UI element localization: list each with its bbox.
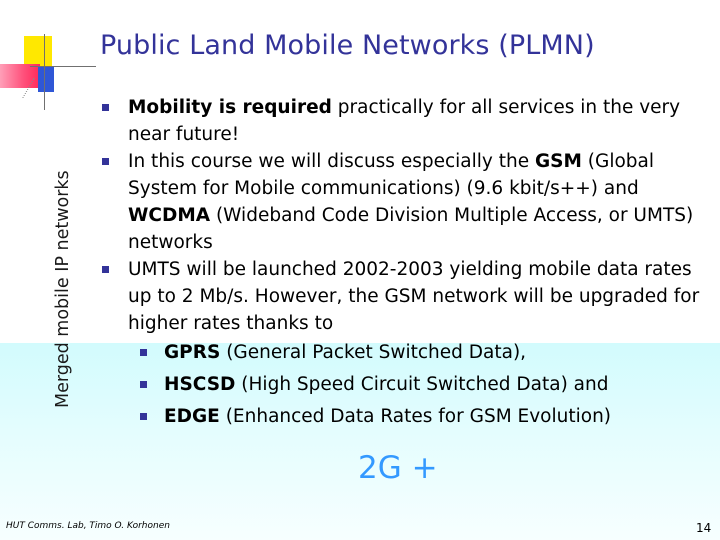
bullet-course-text-2: (Global System for Mobile communications…: [128, 151, 655, 199]
bullet-course-text-3: (Wideband Code Division Multiple Access,…: [128, 205, 694, 253]
bullet-mobility: Mobility is required practically for all…: [100, 94, 700, 148]
square-bullet-icon: [102, 104, 109, 111]
square-bullet-icon: [140, 413, 147, 420]
square-bullet-icon: [140, 349, 147, 356]
sub-bullet-hscsd-text: (High Speed Circuit Switched Data) and: [235, 374, 609, 395]
square-bullet-icon: [102, 266, 109, 273]
bullet-course-wcdma: WCDMA: [128, 205, 211, 226]
footer-credit: HUT Comms. Lab, Timo O. Korhonen: [6, 521, 170, 531]
sub-bullet-edge: EDGE (Enhanced Data Rates for GSM Evolut…: [128, 401, 700, 433]
side-label: Merged mobile IP networks: [53, 170, 73, 408]
bullet-course: In this course we will discuss especiall…: [100, 148, 700, 256]
bullet-course-gsm: GSM: [534, 151, 582, 172]
sub-bullet-gprs: GPRS (General Packet Switched Data),: [128, 337, 700, 369]
square-bullet-icon: [140, 381, 147, 388]
square-bullet-icon: [102, 158, 109, 165]
bullet-umts: UMTS will be launched 2002-2003 yielding…: [100, 256, 700, 433]
label-2g-plus: 2G +: [358, 450, 438, 486]
sub-bullet-gprs-text: (General Packet Switched Data),: [220, 342, 527, 363]
sub-bullet-edge-text: (Enhanced Data Rates for GSM Evolution): [219, 406, 612, 427]
decor-vertical-line: [44, 34, 45, 110]
bullet-mobility-bold: Mobility is required: [128, 97, 332, 118]
sub-bullet-gprs-bold: GPRS: [164, 342, 221, 363]
decor-red-bar: [0, 64, 40, 88]
bullet-course-text-1: In this course we will discuss especiall…: [128, 151, 535, 172]
bullet-list: Mobility is required practically for all…: [100, 94, 700, 433]
sub-bullet-list: GPRS (General Packet Switched Data), HSC…: [128, 337, 700, 433]
bullet-umts-text: UMTS will be launched 2002-2003 yielding…: [128, 259, 700, 334]
decor-horizontal-line: [30, 66, 96, 67]
decor-blue-square: [38, 66, 54, 92]
sub-bullet-hscsd-bold: HSCSD: [164, 374, 236, 395]
page-number: 14: [696, 521, 712, 535]
sub-bullet-hscsd: HSCSD (High Speed Circuit Switched Data)…: [128, 369, 700, 401]
slide-title: Public Land Mobile Networks (PLMN): [100, 30, 595, 61]
background-band: [0, 343, 720, 540]
bullet-mobility-text: practically for all services in the very…: [128, 97, 681, 145]
sub-bullet-edge-bold: EDGE: [164, 406, 220, 427]
decor-yellow-square: [24, 36, 52, 66]
